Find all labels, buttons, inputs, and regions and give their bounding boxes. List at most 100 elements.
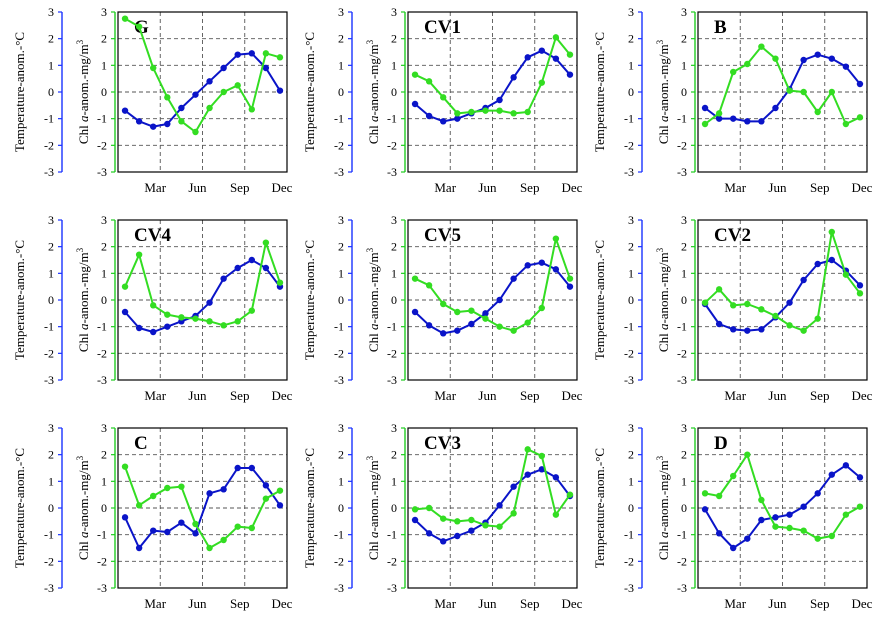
chl-point bbox=[730, 68, 737, 76]
chl-point bbox=[192, 520, 199, 528]
chl-tick-label: 1 bbox=[101, 474, 107, 488]
chl-axis-title-suffix: -anom.-mg/m bbox=[656, 252, 671, 323]
chl-point bbox=[552, 235, 560, 242]
chl-point bbox=[164, 94, 171, 101]
chl-tick-label: -3 bbox=[677, 373, 687, 387]
chl-point bbox=[856, 290, 864, 297]
plot-frame bbox=[117, 219, 288, 381]
temperature-tick-label: 0 bbox=[628, 293, 634, 307]
temperature-point bbox=[192, 91, 199, 98]
temperature-point bbox=[538, 259, 545, 266]
chl-tick-label: -1 bbox=[97, 320, 107, 334]
chl-tick-label: -1 bbox=[387, 112, 397, 126]
chl-point bbox=[454, 110, 461, 117]
chl-point bbox=[496, 107, 503, 114]
temperature-axis-title: Temperature-anom.-°C bbox=[302, 240, 317, 360]
chl-point bbox=[538, 452, 545, 460]
temperature-point bbox=[538, 466, 545, 473]
temperature-tick-label: 1 bbox=[338, 474, 344, 488]
chl-axis-title-italic: a bbox=[76, 323, 91, 330]
temperature-point bbox=[552, 474, 560, 481]
temperature-point bbox=[425, 530, 433, 537]
chl-point bbox=[814, 108, 821, 116]
temperature-point bbox=[248, 50, 255, 57]
chl-point bbox=[206, 544, 213, 552]
temperature-tick-label: 1 bbox=[628, 58, 634, 72]
temperature-point bbox=[234, 51, 241, 58]
temperature-tick-label: -2 bbox=[44, 138, 54, 152]
plot-frame bbox=[117, 427, 288, 589]
chl-tick-label: 2 bbox=[681, 448, 687, 462]
temperature-point bbox=[262, 64, 270, 72]
temperature-point bbox=[411, 516, 419, 524]
chl-point bbox=[411, 71, 419, 78]
x-tick-label: Mar bbox=[144, 180, 166, 195]
temperature-tick-label: -1 bbox=[624, 320, 634, 334]
temperature-tick-label: -3 bbox=[624, 165, 634, 179]
chl-point bbox=[248, 524, 255, 532]
temperature-point bbox=[772, 514, 779, 521]
temperature-point bbox=[135, 544, 143, 552]
temperature-point bbox=[220, 275, 227, 282]
chl-tick-label: 3 bbox=[101, 213, 107, 227]
chl-point bbox=[701, 299, 709, 306]
chl-tick-label: 3 bbox=[391, 421, 397, 435]
chl-tick-label: -3 bbox=[97, 373, 107, 387]
temperature-point bbox=[220, 486, 227, 493]
chl-tick-label: -1 bbox=[97, 528, 107, 542]
chl-axis-title-superscript: 3 bbox=[365, 39, 375, 44]
chl-series-line bbox=[704, 231, 861, 332]
temperature-point bbox=[800, 503, 807, 510]
temperature-tick-label: -1 bbox=[334, 320, 344, 334]
chl-point bbox=[248, 106, 255, 113]
chl-point bbox=[786, 322, 793, 329]
temperature-point bbox=[715, 530, 723, 537]
chl-tick-label: 2 bbox=[391, 448, 397, 462]
chl-point bbox=[715, 110, 723, 117]
chl-tick-label: -3 bbox=[387, 373, 397, 387]
chl-axis-title-suffix: -anom.-mg/m bbox=[656, 44, 671, 115]
chl-point bbox=[856, 114, 864, 121]
x-tick-label: Dec bbox=[271, 180, 292, 195]
chl-tick-label: 0 bbox=[101, 293, 107, 307]
temperature-tick-label: -3 bbox=[334, 373, 344, 387]
chl-point bbox=[566, 491, 574, 498]
temperature-point bbox=[524, 262, 531, 269]
temperature-tick-label: -3 bbox=[624, 373, 634, 387]
chl-point bbox=[206, 104, 213, 112]
chl-axis-title-prefix: Chl bbox=[76, 538, 91, 560]
chl-tick-label: 0 bbox=[681, 501, 687, 515]
temperature-tick-label: 0 bbox=[628, 501, 634, 515]
chl-point bbox=[482, 107, 489, 114]
chl-point bbox=[234, 82, 241, 89]
temperature-point bbox=[468, 527, 475, 534]
chl-axis-title-superscript: 3 bbox=[655, 247, 665, 252]
chl-point bbox=[772, 312, 779, 320]
chl-axis-title: Chl a-anom.-mg/m3 bbox=[655, 247, 671, 352]
x-tick-label: Dec bbox=[851, 596, 872, 611]
temperature-point bbox=[814, 260, 821, 268]
x-tick-label: Mar bbox=[144, 596, 166, 611]
x-tick-label: Jun bbox=[478, 596, 497, 611]
chl-point bbox=[701, 120, 709, 128]
chl-point bbox=[454, 518, 461, 525]
temperature-tick-label: 2 bbox=[48, 240, 54, 254]
x-tick-label: Sep bbox=[810, 388, 830, 403]
temperature-point bbox=[121, 308, 129, 316]
temperature-tick-label: 3 bbox=[48, 421, 54, 435]
panel-b: -3 -3 -2 -2 -1 -1 0 0 1 1 2 2 3 3 Temperature-anom.-°C… bbox=[592, 5, 873, 195]
temperature-point bbox=[206, 299, 213, 306]
chl-axis-title: Chl a-anom.-mg/m3 bbox=[75, 455, 91, 560]
chl-axis-title-italic: a bbox=[366, 115, 381, 122]
temperature-tick-label: 1 bbox=[48, 474, 54, 488]
chl-point bbox=[135, 251, 143, 258]
plot-frame bbox=[117, 11, 288, 173]
x-tick-label: Jun bbox=[768, 596, 787, 611]
chl-tick-label: -3 bbox=[677, 165, 687, 179]
temperature-series-line bbox=[124, 467, 281, 549]
chl-point bbox=[552, 34, 560, 41]
panel-title: D bbox=[714, 433, 728, 454]
temperature-point bbox=[192, 530, 199, 537]
chl-point bbox=[730, 472, 737, 480]
temperature-point bbox=[758, 118, 765, 125]
